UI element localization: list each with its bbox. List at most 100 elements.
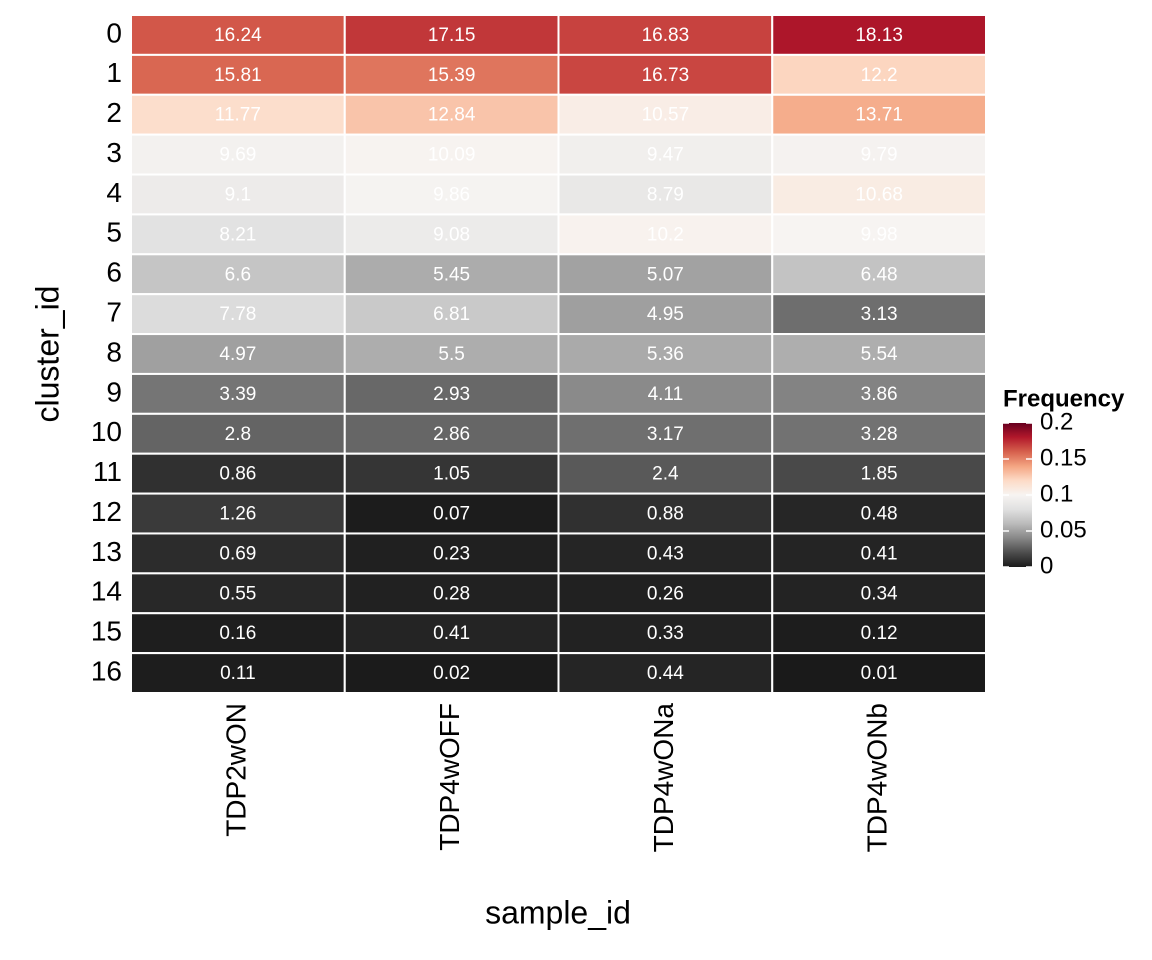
heatmap-cell	[771, 412, 987, 455]
heatmap-cell	[343, 93, 560, 136]
heatmap-cell	[343, 293, 560, 336]
heatmap-cell	[557, 14, 774, 56]
heatmap-cell	[343, 572, 560, 615]
y-tick-label: 12	[91, 496, 122, 527]
cell-label: 6.48	[861, 264, 898, 285]
heatmap-cell	[130, 412, 346, 455]
cell-label: 5.5	[438, 344, 464, 365]
heatmap-cell	[557, 133, 774, 176]
heatmap-cell	[771, 133, 987, 176]
cell-label: 9.1	[225, 184, 251, 205]
cell-label: 1.85	[861, 464, 898, 485]
y-tick-label: 1	[106, 57, 122, 88]
heatmap-cell	[771, 452, 987, 495]
y-tick-label: 2	[106, 97, 122, 128]
y-tick-label: 7	[106, 297, 122, 328]
heatmap-cell	[130, 133, 346, 176]
cell-label: 6.81	[433, 304, 470, 325]
heatmap-cell	[557, 372, 774, 415]
heatmap-cell	[557, 612, 774, 655]
heatmap-cell	[771, 53, 987, 96]
y-tick-label: 14	[91, 576, 122, 607]
cell-label: 0.34	[861, 583, 898, 604]
cell-label: 2.93	[433, 384, 470, 405]
cell-label: 0.07	[433, 504, 470, 525]
cell-label: 9.08	[433, 224, 470, 245]
y-tick-label: 11	[93, 456, 122, 487]
heatmap-cell	[130, 173, 346, 216]
heatmap-cell	[130, 93, 346, 136]
heatmap-cell	[557, 213, 774, 256]
heatmap-cell	[771, 492, 987, 535]
cell-label: 3.28	[861, 424, 898, 445]
cell-label: 2.8	[225, 424, 251, 445]
heatmap-cell	[343, 532, 560, 575]
heatmap-cell	[771, 173, 987, 216]
colorbar-tick-label: 0	[1040, 552, 1053, 579]
x-tick-label: TDP4wONa	[648, 703, 679, 853]
cell-label: 4.11	[648, 384, 684, 405]
heatmap-cell	[343, 652, 560, 695]
y-tick-label: 0	[106, 17, 122, 48]
cell-label: 16.83	[642, 25, 690, 46]
cell-label: 2.86	[433, 424, 470, 445]
cell-label: 3.39	[219, 384, 256, 405]
cell-label: 2.4	[652, 464, 679, 485]
y-tick-label: 10	[91, 416, 122, 447]
cell-label: 15.81	[214, 65, 262, 86]
cell-label: 10.57	[642, 105, 690, 126]
cell-label: 0.48	[861, 504, 898, 525]
x-tick-label: TDP4wONb	[862, 703, 893, 852]
cell-label: 0.41	[861, 543, 898, 564]
cell-label: 0.23	[433, 543, 470, 564]
cell-label: 0.28	[433, 583, 470, 604]
heatmap-cell	[343, 253, 560, 296]
colorbar-tick-label: 0.2	[1040, 408, 1073, 435]
cell-label: 3.17	[647, 424, 684, 445]
cell-label: 0.26	[647, 583, 684, 604]
colorbar-tick-label: 0.05	[1040, 516, 1087, 543]
heatmap-cell	[557, 652, 774, 695]
cell-label: 0.11	[220, 663, 256, 684]
y-tick-label: 5	[106, 217, 122, 248]
cell-label: 9.86	[433, 184, 470, 205]
cell-label: 18.13	[855, 25, 903, 46]
y-tick-label: 3	[106, 137, 122, 168]
cell-label: 4.95	[647, 304, 684, 325]
heatmap-cell	[343, 372, 560, 415]
cell-label: 5.45	[433, 264, 470, 285]
heatmap-cell	[771, 293, 987, 336]
cell-label: 10.09	[428, 145, 476, 166]
cell-label: 1.05	[433, 464, 470, 485]
cell-label: 0.16	[219, 623, 256, 644]
y-tick-label: 9	[106, 376, 122, 407]
cell-label: 0.69	[219, 543, 256, 564]
cell-label: 8.21	[219, 224, 256, 245]
legend-title: Frequency	[1003, 385, 1125, 412]
cell-label: 10.2	[647, 224, 684, 245]
heatmap-cell	[771, 532, 987, 575]
heatmap-cell	[771, 213, 987, 256]
cell-label: 3.13	[861, 304, 898, 325]
cell-label: 0.12	[861, 623, 898, 644]
colorbar-tick-label: 0.1	[1040, 480, 1073, 507]
cell-label: 16.24	[214, 25, 262, 46]
cell-label: 11.77	[215, 105, 261, 126]
cell-label: 0.41	[433, 623, 470, 644]
heatmap-cell	[130, 492, 346, 535]
heatmap-cell	[343, 492, 560, 535]
cell-label: 5.54	[861, 344, 898, 365]
cell-label: 15.39	[428, 65, 476, 86]
cell-label: 0.86	[219, 464, 256, 485]
y-axis-title: cluster_id	[29, 286, 65, 423]
cell-label: 16.73	[642, 65, 690, 86]
x-tick-label: TDP4wOFF	[434, 703, 465, 851]
heatmap-cell	[557, 572, 774, 615]
cell-label: 0.55	[219, 583, 256, 604]
heatmap-cell	[771, 612, 987, 655]
cell-label: 12.2	[861, 65, 898, 86]
heatmap-cell	[771, 572, 987, 615]
heatmap-cell	[557, 492, 774, 535]
cell-label: 7.78	[219, 304, 256, 325]
cell-label: 0.43	[647, 543, 684, 564]
